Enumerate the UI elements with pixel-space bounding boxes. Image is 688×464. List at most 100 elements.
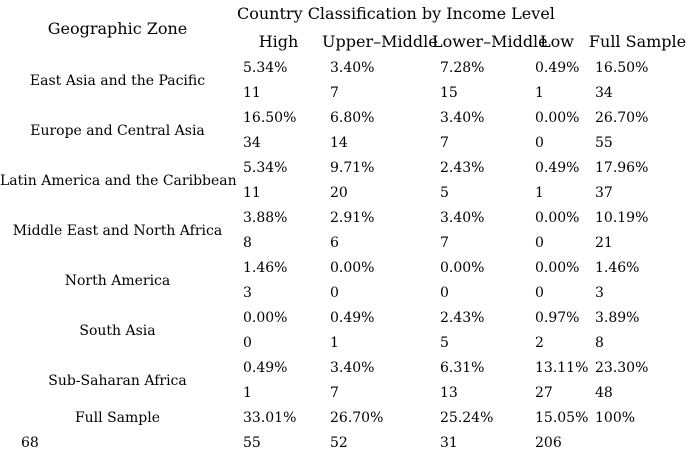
table-row: Middle East and North Africa 3.88% 8 2.91% 6… — [0, 206, 688, 256]
percent-value: 6.80% — [330, 110, 375, 126]
percent-value: 3.89% — [595, 310, 640, 326]
percent-value: 10.19% — [595, 210, 649, 226]
count-value: 5 — [440, 185, 449, 201]
data-cell: 3.40% 7 — [432, 206, 527, 256]
data-cell: 0.49% 1 — [235, 356, 322, 406]
count-value: 55 — [243, 435, 261, 451]
percent-value: 0.49% — [330, 310, 375, 326]
percent-value: 0.00% — [535, 110, 580, 126]
data-cell: 0.00% 0 — [432, 256, 527, 306]
percent-value: 1.46% — [243, 260, 288, 276]
percent-value: 2.43% — [440, 160, 485, 176]
zone-label-cell: Latin America and the Caribbean — [0, 156, 237, 206]
table-row: Full Sample 68 33.01% 55 26.70% 52 25.24% 31 15.… — [0, 406, 688, 456]
count-value: 6 — [330, 235, 339, 251]
column-header-row: High Upper–Middle Lower–Middle Low Full Samp… — [0, 26, 688, 56]
count-value: 0 — [243, 335, 252, 351]
percent-value: 3.40% — [440, 210, 485, 226]
zone-label-cell: North America — [0, 256, 235, 306]
data-cell: 26.70% 55 — [587, 106, 688, 156]
count-value: 52 — [330, 435, 348, 451]
count-value — [587, 431, 688, 456]
data-cell: 25.24% 31 — [432, 406, 527, 456]
percent-value: 0.49% — [535, 160, 580, 176]
percent-value: 2.43% — [440, 310, 485, 326]
data-cell: 0.00% 0 — [527, 256, 587, 306]
percent-value: 16.50% — [243, 110, 297, 126]
zone-label: Latin America and the Caribbean — [0, 173, 237, 189]
percent-value: 26.70% — [595, 110, 649, 126]
percent-value: 3.40% — [330, 360, 375, 376]
data-cell: 26.70% 52 — [322, 406, 432, 456]
count-value: 15 — [440, 85, 458, 101]
count-value: 7 — [330, 385, 339, 401]
data-cell: 5.34% 11 — [235, 156, 322, 206]
count-value: 34 — [595, 85, 613, 101]
percent-value: 33.01% — [243, 410, 297, 426]
title-row: Geographic Zone Country Classification b… — [0, 0, 688, 38]
percent-value: 1.46% — [595, 260, 640, 276]
count-value: 31 — [440, 435, 458, 451]
count-value: 1 — [535, 85, 544, 101]
percent-value: 6.31% — [440, 360, 485, 376]
data-cell: 15.05% 206 — [527, 406, 589, 456]
zone-label-cell: East Asia and the Pacific — [0, 56, 235, 106]
count-value: 7 — [330, 85, 339, 101]
data-cell: 13.11% 27 — [527, 356, 589, 406]
data-cell: 33.01% 55 — [235, 406, 322, 456]
percent-value: 15.05% — [535, 410, 589, 426]
data-cell: 3.88% 8 — [235, 206, 322, 256]
percent-value: 5.34% — [243, 60, 288, 76]
zone-label-cell: South Asia — [0, 306, 235, 356]
column-header-upper-middle: Upper–Middle — [322, 31, 438, 51]
count-value: 7 — [440, 135, 449, 151]
data-cell: 0.49% 1 — [527, 156, 587, 206]
zone-label: Middle East and North Africa — [12, 223, 223, 239]
table-row: Sub-Saharan Africa 0.49% 1 3.40% 7 6.31% 13 13.… — [0, 356, 688, 406]
percent-value: 5.34% — [243, 160, 288, 176]
zone-label: East Asia and the Pacific — [29, 73, 206, 89]
table-title: Country Classification by Income Level — [237, 3, 555, 23]
data-cell: 3.89% 8 — [587, 306, 688, 356]
count-value: 3 — [595, 285, 604, 301]
count-value: 14 — [330, 135, 348, 151]
table-row: North America 1.46% 3 0.00% 0 0.00% 0 0.00% 0 1.4… — [0, 256, 688, 306]
percent-value: 0.49% — [243, 360, 288, 376]
percent-value: 0.00% — [330, 260, 375, 276]
data-cell: 1.46% 3 — [235, 256, 322, 306]
count-value: 1 — [330, 335, 339, 351]
zone-label: North America — [64, 273, 171, 289]
count-value: 3 — [243, 285, 252, 301]
percent-value: 0.97% — [535, 310, 580, 326]
count-value: 34 — [243, 135, 261, 151]
table-row: South Asia 0.00% 0 0.49% 1 2.43% 5 0.97% 2 3.89% 8 — [0, 306, 688, 356]
zone-label: Europe and Central Asia — [30, 123, 205, 139]
count-value: 0 — [330, 285, 339, 301]
count-value: 27 — [535, 385, 553, 401]
data-cell: 1.46% 3 — [587, 256, 688, 306]
zone-column-header: Geographic Zone — [47, 18, 188, 38]
percent-value: 16.50% — [595, 60, 649, 76]
data-cell: 6.80% 14 — [322, 106, 432, 156]
percent-value: 23.30% — [595, 360, 649, 376]
data-cell: 9.71% 20 — [322, 156, 432, 206]
column-header-full-sample: Full Sample — [588, 31, 687, 51]
percent-value: 26.70% — [330, 410, 384, 426]
count-value: 0 — [440, 285, 449, 301]
column-header-low: Low — [540, 31, 574, 51]
count-value: 11 — [243, 185, 261, 201]
table-row: Europe and Central Asia 16.50% 34 6.80% 14 3.… — [0, 106, 688, 156]
table-row: East Asia and the Pacific 5.34% 11 3.40% 7 7.… — [0, 56, 688, 106]
percent-value: 9.71% — [330, 160, 375, 176]
column-header-lower-middle: Lower–Middle — [432, 31, 548, 51]
count-value: 0 — [535, 135, 544, 151]
zone-label-cell: Full Sample 68 — [0, 406, 235, 456]
percent-value: 13.11% — [535, 360, 589, 376]
data-cell: 2.91% 6 — [322, 206, 432, 256]
count-value: 2 — [535, 335, 544, 351]
percent-value: 0.00% — [243, 310, 288, 326]
data-cell: 16.50% 34 — [587, 56, 688, 106]
data-cell: 100% — [587, 406, 688, 456]
